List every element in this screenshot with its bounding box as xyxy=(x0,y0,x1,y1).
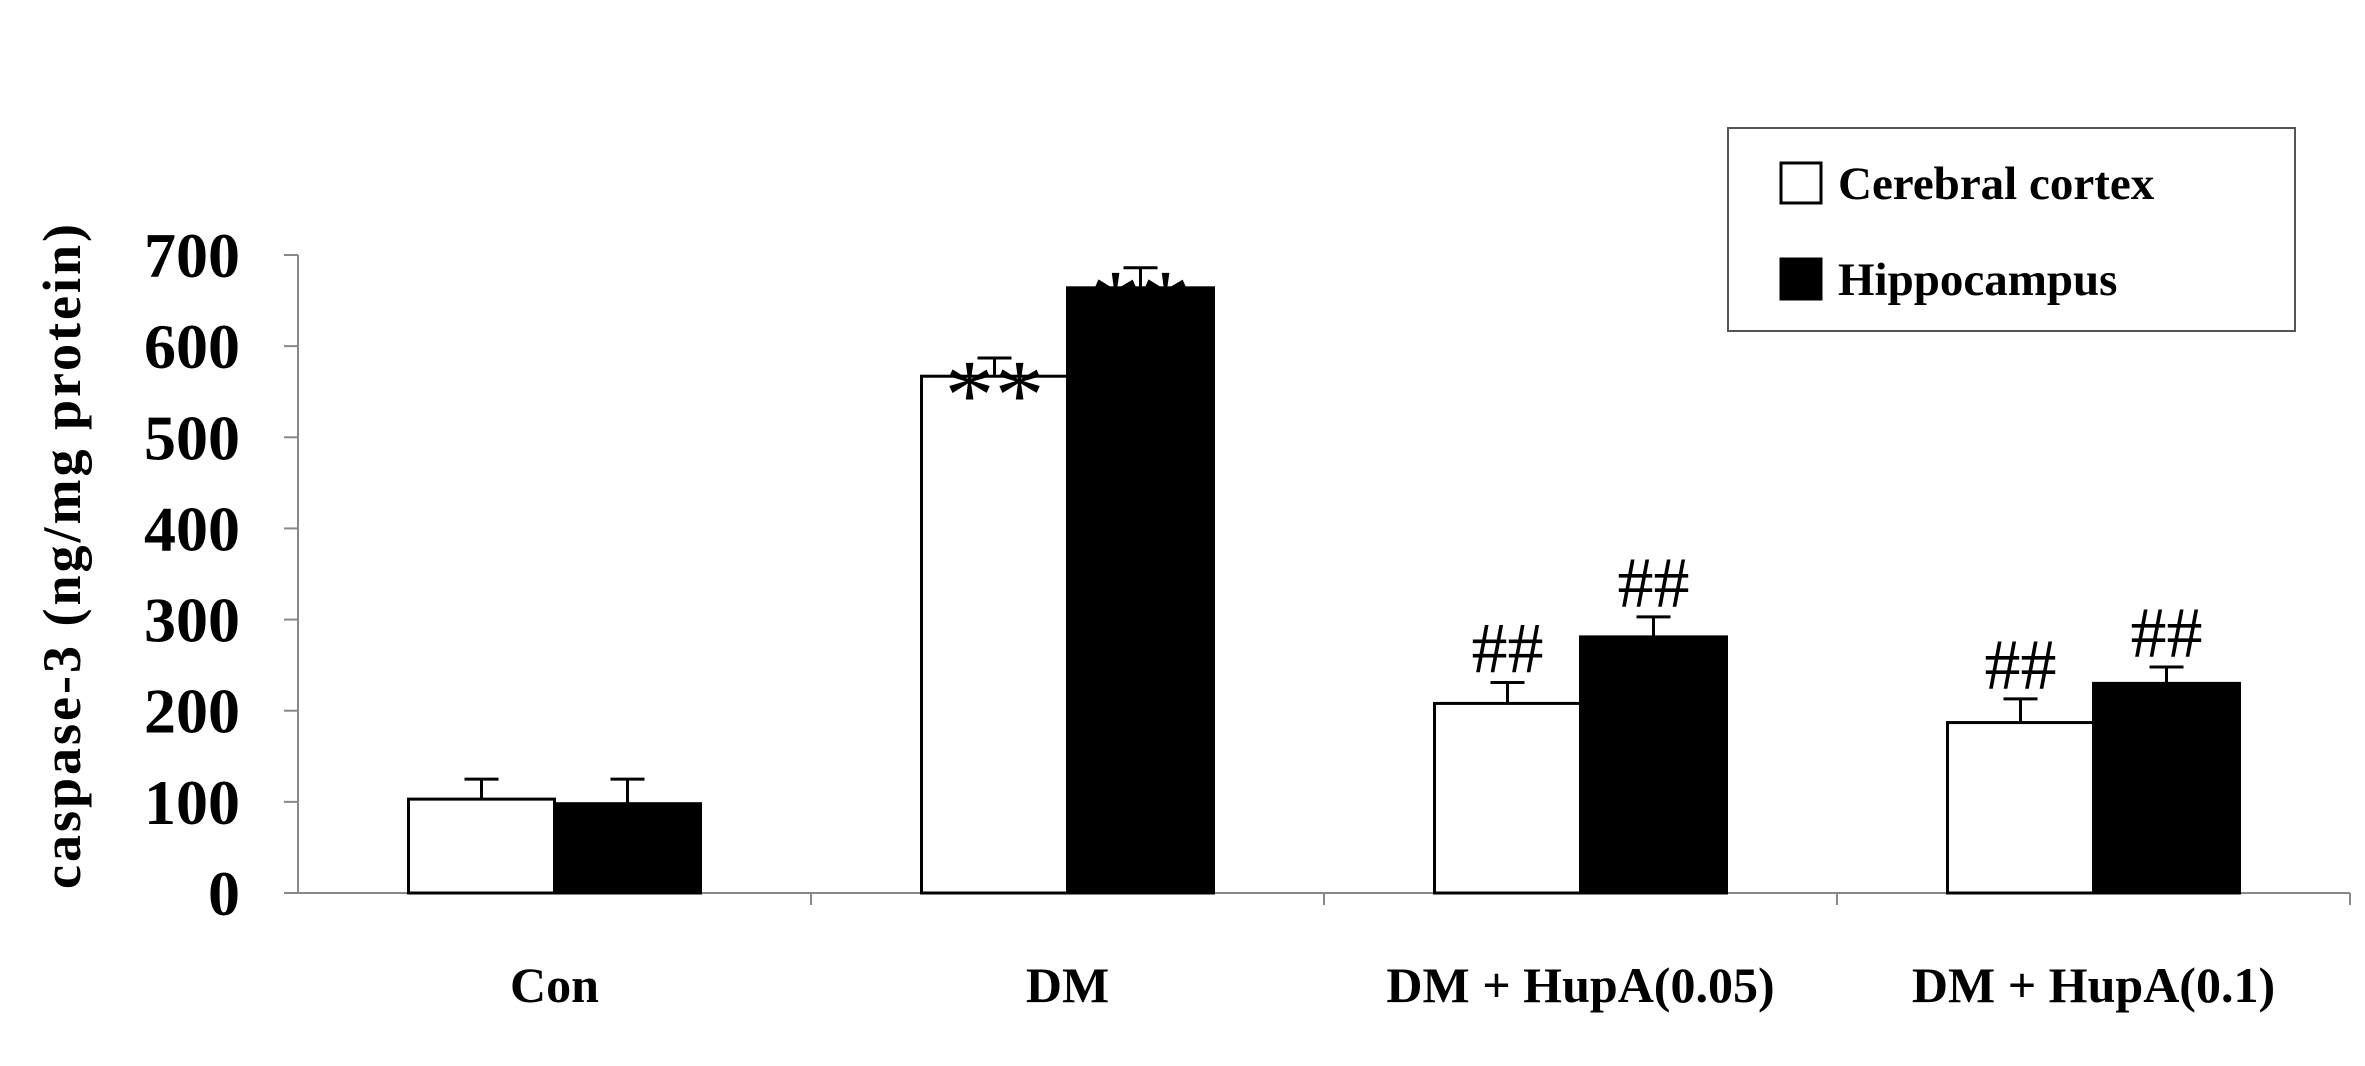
legend-swatch-cerebral-cortex xyxy=(1779,161,1823,205)
annotations: ** ## ## ** ## ## xyxy=(945,249,2203,705)
significance-annotation: ** xyxy=(1091,249,1191,360)
significance-annotation: ## xyxy=(1472,608,1544,688)
axes: 0 100 200 300 400 500 600 700 Con DM DM + HupA(0.0… xyxy=(144,220,2351,1013)
y-tick-label: 400 xyxy=(144,493,240,564)
labels: caspase-3 (ng/mg protein) xyxy=(32,221,92,889)
y-tick-label: 500 xyxy=(144,402,240,473)
y-tick-label: 200 xyxy=(144,676,240,747)
y-tick-label: 0 xyxy=(208,858,240,929)
x-category-label: DM xyxy=(1026,957,1109,1013)
significance-annotation: ## xyxy=(1985,625,2057,705)
legend: Cerebral cortex Hippocampus xyxy=(1727,127,2296,332)
bar xyxy=(2092,681,2241,895)
bar xyxy=(1579,635,1728,895)
y-tick-label: 700 xyxy=(144,220,240,291)
significance-annotation: ## xyxy=(1618,543,1690,623)
y-axis-label: caspase-3 (ng/mg protein) xyxy=(32,221,92,889)
significance-annotation: ## xyxy=(2131,593,2203,673)
bar xyxy=(407,797,556,895)
bars xyxy=(407,266,2241,895)
bar xyxy=(1946,721,2095,895)
legend-swatch-hippocampus xyxy=(1779,257,1823,301)
bar xyxy=(1433,701,1582,895)
x-category-label: DM + HupA(0.1) xyxy=(1912,957,2275,1013)
bar xyxy=(1066,286,1215,895)
y-tick-label: 300 xyxy=(144,585,240,656)
y-tick-label: 600 xyxy=(144,311,240,382)
significance-annotation: ** xyxy=(945,339,1045,450)
bar xyxy=(920,374,1069,895)
legend-label-hippocampus: Hippocampus xyxy=(1838,254,2117,306)
x-category-label: DM + HupA(0.05) xyxy=(1386,957,1774,1013)
legend-label-cerebral-cortex: Cerebral cortex xyxy=(1838,158,2155,210)
bar xyxy=(553,802,702,895)
y-tick-label: 100 xyxy=(144,767,240,838)
x-category-label: Con xyxy=(510,957,599,1013)
